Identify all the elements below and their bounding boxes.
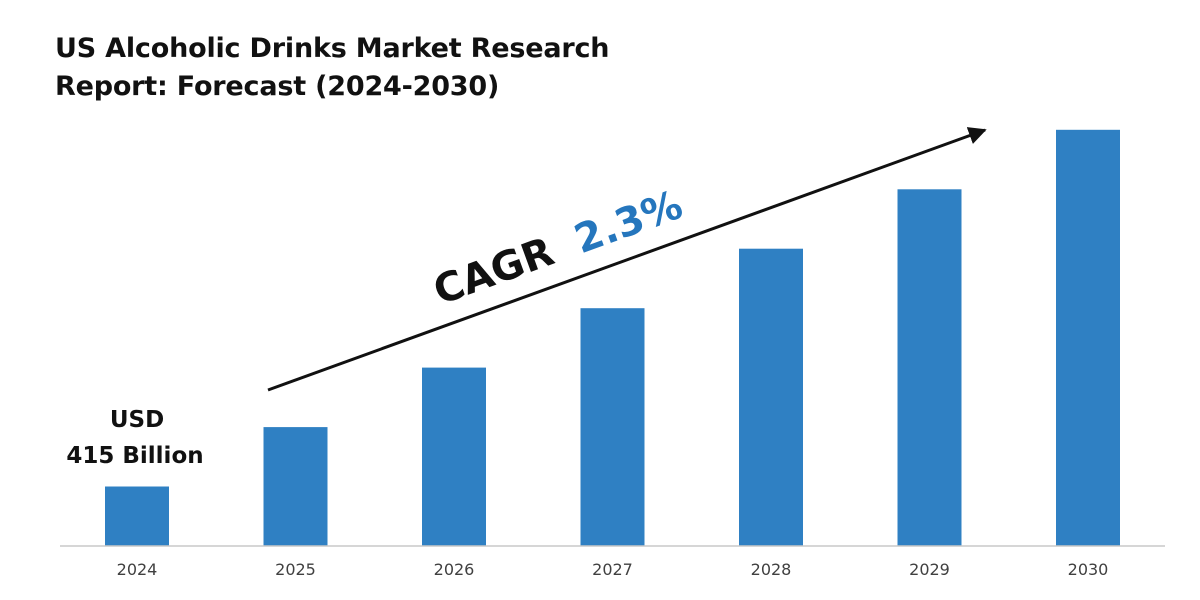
- bars-layer: [105, 129, 1120, 547]
- chart-title: US Alcoholic Drinks Market Research Repo…: [55, 30, 609, 106]
- title-line-1: US Alcoholic Drinks Market Research: [55, 33, 610, 64]
- title-line-2: Report: Forecast (2024-2030): [55, 71, 500, 102]
- bar-2026: [422, 367, 486, 546]
- x-tick-label-2029: 2029: [909, 560, 950, 579]
- start-value-label: 415 Billion: [66, 443, 203, 469]
- x-tick-label-2025: 2025: [275, 560, 316, 579]
- svg-text:CAGR 2.3%: CAGR 2.3%: [428, 182, 689, 314]
- x-tick-label-2024: 2024: [117, 560, 158, 579]
- x-tick-label-2027: 2027: [592, 560, 633, 579]
- bar-2029: [897, 189, 962, 547]
- x-tick-label-2030: 2030: [1068, 560, 1109, 579]
- x-tick-label-2026: 2026: [434, 560, 475, 579]
- cagr-value: 2.3%: [569, 182, 689, 263]
- bar-2025: [263, 427, 328, 546]
- x-tick-label-2028: 2028: [751, 560, 792, 579]
- cagr-label: CAGR: [428, 229, 560, 315]
- cagr-annotation: CAGR 2.3%: [428, 182, 689, 314]
- bar-2028: [739, 248, 803, 546]
- start-currency-label: USD: [110, 407, 164, 433]
- growth-arrow: [267, 127, 987, 392]
- x-tick-labels: 2024 2025 2026 2027 2028 2029 2030: [117, 560, 1109, 579]
- bar-2024: [105, 486, 169, 546]
- bar-2027: [580, 308, 645, 546]
- bar-2030: [1056, 129, 1120, 547]
